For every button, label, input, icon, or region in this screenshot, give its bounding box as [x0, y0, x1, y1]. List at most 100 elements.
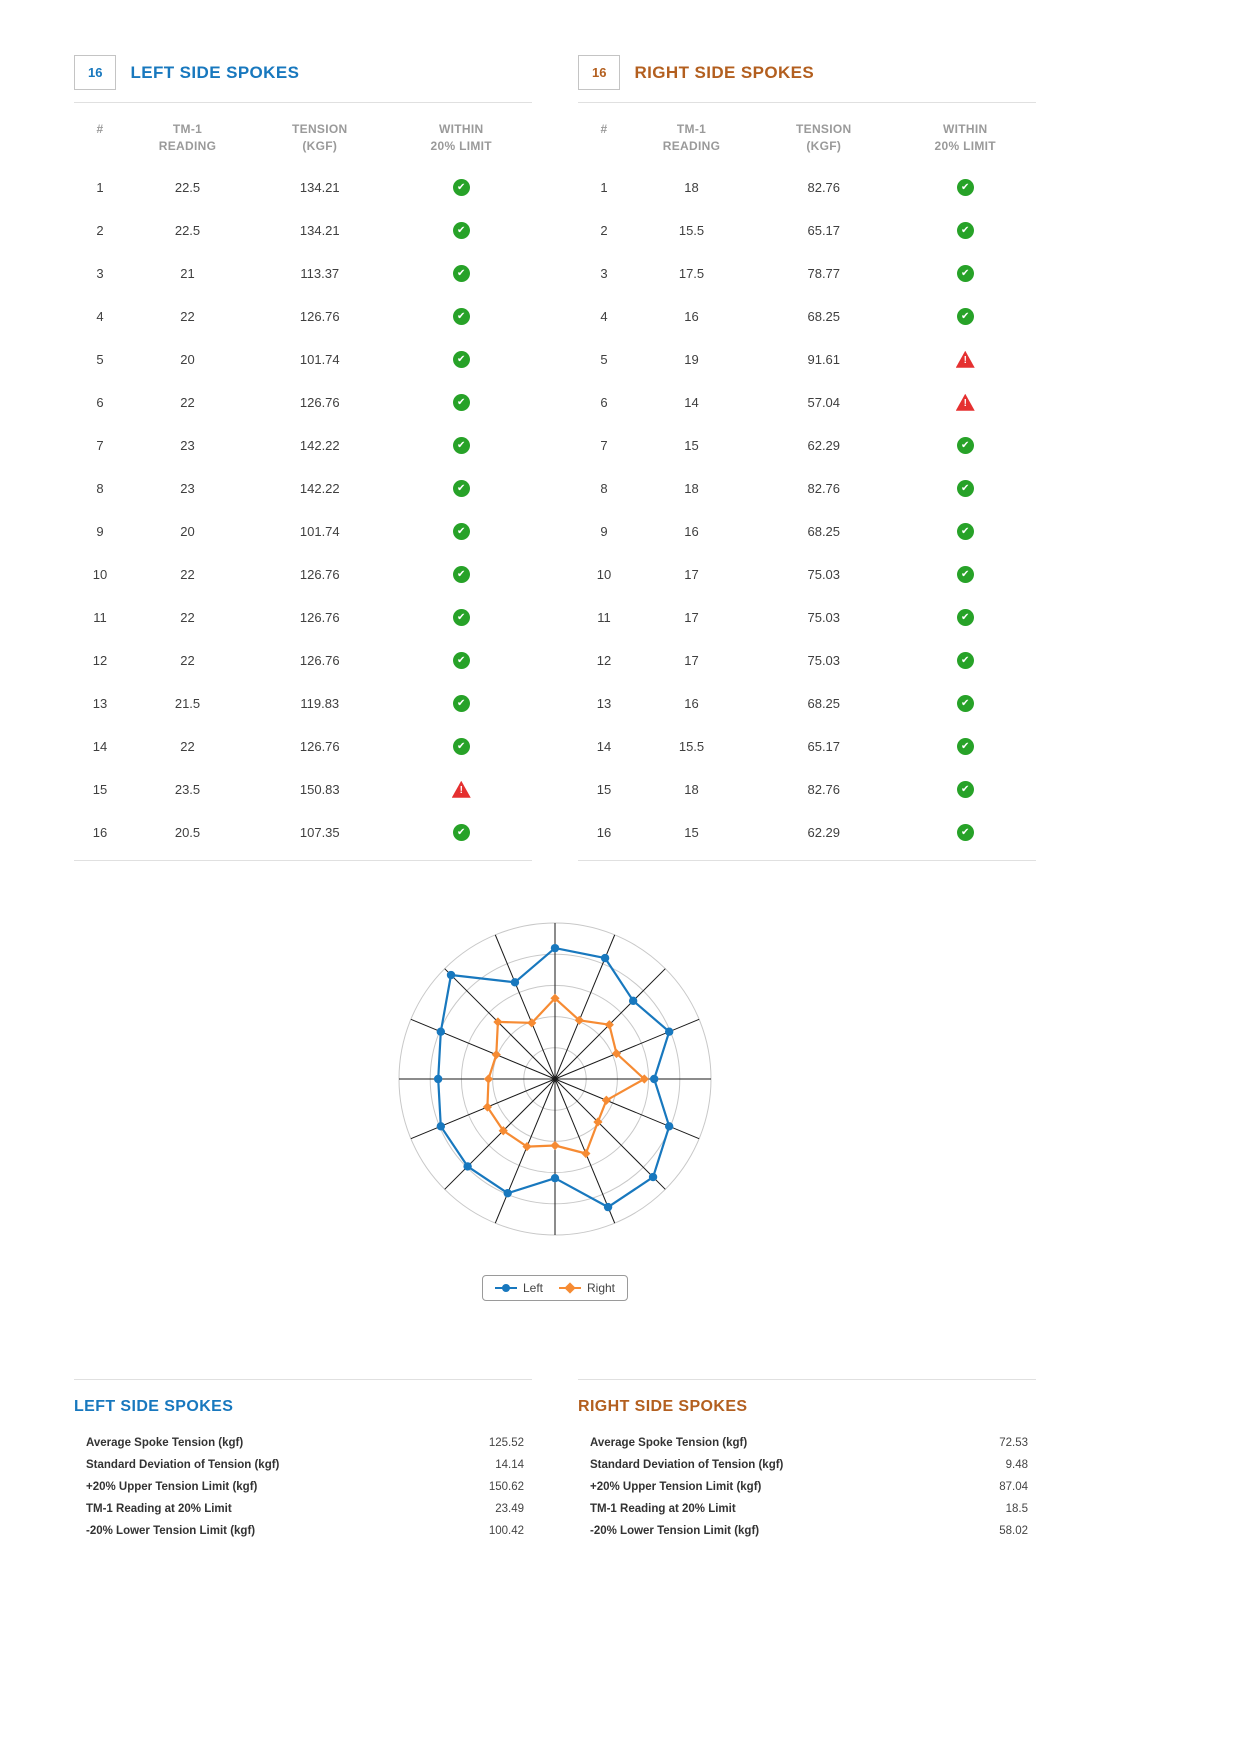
- check-icon: ✔: [452, 651, 470, 669]
- tension-value: 134.21: [299, 179, 340, 195]
- tension-value: 101.74: [299, 523, 340, 539]
- tm1-reading: 23.5: [174, 781, 201, 797]
- tm1-reading: 23: [180, 480, 195, 496]
- tension-value: 134.21: [299, 222, 340, 238]
- warning-icon: !: [955, 393, 975, 411]
- status-cell: ✔: [895, 252, 1036, 295]
- check-icon: ✔: [452, 178, 470, 196]
- tension-value: 75.03: [807, 652, 841, 668]
- left-summary-table: Average Spoke Tension (kgf) 125.52 Standar…: [74, 1432, 532, 1542]
- column-header: TENSION (KGF): [292, 122, 348, 154]
- summary-value: 87.04: [999, 1480, 1028, 1493]
- tm1-reading: 22: [180, 308, 195, 324]
- check-icon: ✔: [956, 823, 974, 841]
- summary-value: 18.5: [1005, 1502, 1028, 1515]
- spoke-number: 4: [600, 308, 608, 324]
- tension-report-page: 16 LEFT SIDE SPOKES # TM-1 READING TENSION(…: [74, 0, 1036, 1542]
- spoke-number: 8: [600, 480, 608, 496]
- tension-value: 119.83: [300, 695, 340, 711]
- status-cell: ✔: [391, 467, 532, 510]
- right-section-header: 16 RIGHT SIDE SPOKES: [578, 55, 1036, 103]
- right-spokes-section: 16 RIGHT SIDE SPOKES # TM-1 READING TENSION…: [578, 55, 1036, 861]
- summary-label: +20% Upper Tension Limit (kgf): [86, 1480, 258, 1493]
- spoke-number: 14: [596, 738, 612, 754]
- summary-section: LEFT SIDE SPOKES Average Spoke Tension (…: [74, 1378, 1036, 1542]
- warning-icon: !: [955, 350, 975, 368]
- summary-row: TM-1 Reading at 20% Limit 23.49: [74, 1498, 532, 1520]
- tension-value: 68.25: [807, 523, 841, 539]
- summary-label: Average Spoke Tension (kgf): [590, 1436, 748, 1449]
- status-cell: ✔: [895, 510, 1036, 553]
- status-cell: !: [391, 768, 532, 811]
- tm1-reading: 17.5: [678, 265, 705, 281]
- summary-label: TM-1 Reading at 20% Limit: [86, 1502, 232, 1515]
- tm1-reading: 17: [684, 609, 699, 625]
- left-section-header: 16 LEFT SIDE SPOKES: [74, 55, 532, 103]
- tm1-reading: 16: [684, 695, 699, 711]
- column-header: TM-1 READING: [158, 122, 217, 154]
- column-header: #: [96, 122, 104, 136]
- status-cell: ✔: [895, 553, 1036, 596]
- status-cell: ✔: [895, 209, 1036, 252]
- tm1-reading: 15: [684, 824, 699, 840]
- legend-item-left: Left: [494, 1280, 543, 1295]
- tm1-reading: 20.5: [174, 824, 201, 840]
- tm1-reading: 21.5: [174, 695, 201, 711]
- tension-value: 82.76: [807, 179, 841, 195]
- summary-value: 14.14: [495, 1458, 524, 1471]
- status-cell: ✔: [895, 682, 1036, 725]
- status-cell: ✔: [391, 510, 532, 553]
- check-icon: ✔: [452, 694, 470, 712]
- summary-row: Average Spoke Tension (kgf) 72.53: [578, 1432, 1036, 1454]
- summary-label: Standard Deviation of Tension (kgf): [86, 1458, 280, 1471]
- spoke-number: 3: [600, 265, 608, 281]
- spoke-number: 11: [597, 609, 611, 625]
- tm1-reading: 15.5: [678, 222, 705, 238]
- spoke-number: 10: [596, 566, 612, 582]
- tension-value: 65.17: [807, 738, 841, 754]
- spoke-number: 9: [96, 523, 104, 539]
- status-cell: !: [895, 381, 1036, 424]
- tm1-reading: 20: [180, 351, 195, 367]
- status-cell: ✔: [391, 338, 532, 381]
- status-cell: ✔: [895, 166, 1036, 209]
- spoke-number: 12: [92, 652, 108, 668]
- right-summary-title: RIGHT SIDE SPOKES: [578, 1378, 1036, 1416]
- left-summary-section: LEFT SIDE SPOKES Average Spoke Tension (…: [74, 1378, 532, 1542]
- status-cell: ✔: [895, 424, 1036, 467]
- check-icon: ✔: [956, 307, 974, 325]
- tension-value: 57.04: [807, 394, 841, 410]
- spoke-number: 9: [600, 523, 608, 539]
- summary-row: -20% Lower Tension Limit (kgf) 58.02: [578, 1520, 1036, 1542]
- radar-chart-section: Left Right: [74, 903, 1036, 1301]
- status-cell: ✔: [895, 639, 1036, 682]
- column-header: TENSION (KGF): [796, 122, 852, 154]
- tension-value: 62.29: [807, 824, 841, 840]
- spoke-number: 16: [92, 824, 108, 840]
- check-icon: ✔: [452, 393, 470, 411]
- spoke-number: 6: [600, 394, 608, 410]
- summary-value: 150.62: [488, 1480, 524, 1493]
- summary-label: Average Spoke Tension (kgf): [86, 1436, 244, 1449]
- status-cell: ✔: [391, 682, 532, 725]
- check-icon: ✔: [452, 221, 470, 239]
- status-cell: ✔: [895, 295, 1036, 338]
- tension-value: 126.76: [299, 652, 340, 668]
- status-cell: ✔: [391, 424, 532, 467]
- check-icon: ✔: [452, 307, 470, 325]
- summary-row: +20% Upper Tension Limit (kgf) 150.62: [74, 1476, 532, 1498]
- check-icon: ✔: [452, 350, 470, 368]
- spoke-number: 7: [96, 437, 104, 453]
- tension-value: 142.22: [299, 480, 340, 496]
- tm1-reading: 15: [684, 437, 699, 453]
- summary-label: TM-1 Reading at 20% Limit: [590, 1502, 736, 1515]
- legend-label: Right: [587, 1280, 616, 1295]
- tm1-reading: 22.5: [174, 179, 201, 195]
- tm1-reading: 16: [684, 523, 699, 539]
- legend-item-right: Right: [559, 1281, 615, 1295]
- tm1-reading: 18: [684, 781, 699, 797]
- spoke-number: 13: [596, 695, 612, 711]
- tension-value: 75.03: [807, 609, 841, 625]
- chart-legend: Left Right: [481, 1274, 629, 1301]
- legend-label: Left: [522, 1280, 543, 1295]
